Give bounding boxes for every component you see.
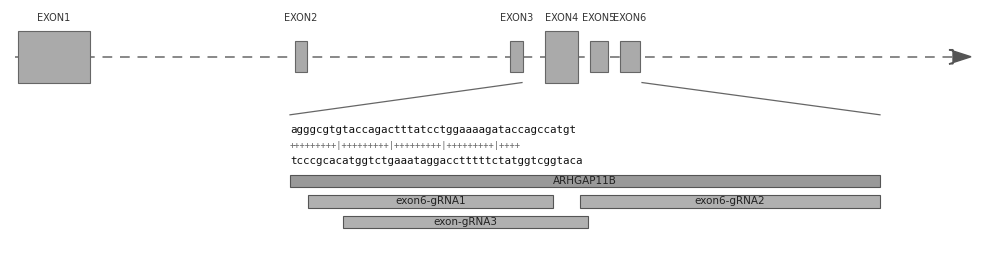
Text: agggcgtgtaccagactttatcctggaaaagataccagccatgt: agggcgtgtaccagactttatcctggaaaagataccagcc… (290, 125, 576, 135)
Text: EXON3: EXON3 (500, 13, 533, 23)
Text: EXON6: EXON6 (613, 13, 647, 23)
Bar (290, 175, 880, 187)
Bar (343, 216, 588, 228)
Bar (590, 41, 608, 72)
Text: EXON4: EXON4 (545, 13, 578, 23)
Bar (18, 31, 90, 83)
Text: EXON2: EXON2 (284, 13, 318, 23)
Text: exon6-gRNA2: exon6-gRNA2 (695, 197, 765, 206)
Bar (308, 195, 553, 208)
Text: EXON1: EXON1 (37, 13, 71, 23)
Text: tcccgcacatggtctgaaataggacctttttctatggtcggtaca: tcccgcacatggtctgaaataggacctttttctatggtcg… (290, 156, 582, 166)
Text: EXON5: EXON5 (582, 13, 616, 23)
FancyArrow shape (949, 50, 971, 64)
Text: exon-gRNA3: exon-gRNA3 (434, 217, 498, 227)
Text: ARHGAP11B: ARHGAP11B (553, 176, 617, 186)
Bar (295, 41, 307, 72)
Bar (510, 41, 523, 72)
Bar (620, 41, 640, 72)
Text: exon6-gRNA1: exon6-gRNA1 (395, 197, 466, 206)
Bar (545, 31, 578, 83)
Text: +++++++++|+++++++++|+++++++++|+++++++++|++++: +++++++++|+++++++++|+++++++++|+++++++++|… (290, 141, 521, 150)
Bar (580, 195, 880, 208)
